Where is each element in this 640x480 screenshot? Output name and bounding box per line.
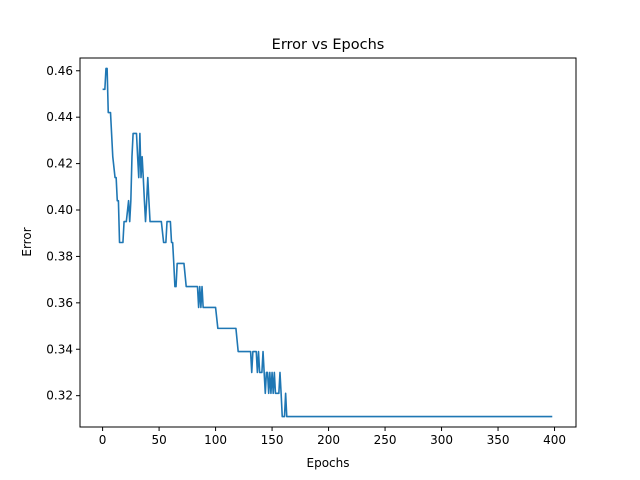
y-axis: 0.32 0.34 0.36 0.38 0.40 0.42 0.44 0.46: [46, 64, 80, 403]
y-tick-label: 0.32: [46, 389, 73, 403]
x-axis: 0 50 100 150 200 250 300 350 400: [99, 427, 566, 447]
x-tick-label: 250: [374, 433, 397, 447]
y-tick-label: 0.44: [46, 110, 73, 124]
plot-area: [79, 57, 577, 428]
y-tick-label: 0.46: [46, 64, 73, 78]
chart-title: Error vs Epochs: [272, 37, 385, 53]
x-tick-label: 200: [317, 433, 340, 447]
y-tick-label: 0.34: [46, 342, 73, 356]
x-tick-label: 100: [204, 433, 227, 447]
y-tick-label: 0.42: [46, 157, 73, 171]
y-tick-label: 0.36: [46, 296, 73, 310]
x-axis-label: Epochs: [307, 456, 350, 470]
y-tick-label: 0.40: [46, 203, 73, 217]
x-tick-label: 150: [261, 433, 284, 447]
series-line-0: [102, 67, 553, 418]
y-axis-label: Error: [20, 227, 34, 256]
x-tick-label: 400: [543, 433, 566, 447]
x-tick-label: 300: [430, 433, 453, 447]
x-tick-label: 0: [99, 433, 107, 447]
x-tick-label: 350: [487, 433, 510, 447]
series-layer: [102, 67, 553, 418]
x-tick-label: 50: [151, 433, 166, 447]
y-tick-label: 0.38: [46, 249, 73, 263]
